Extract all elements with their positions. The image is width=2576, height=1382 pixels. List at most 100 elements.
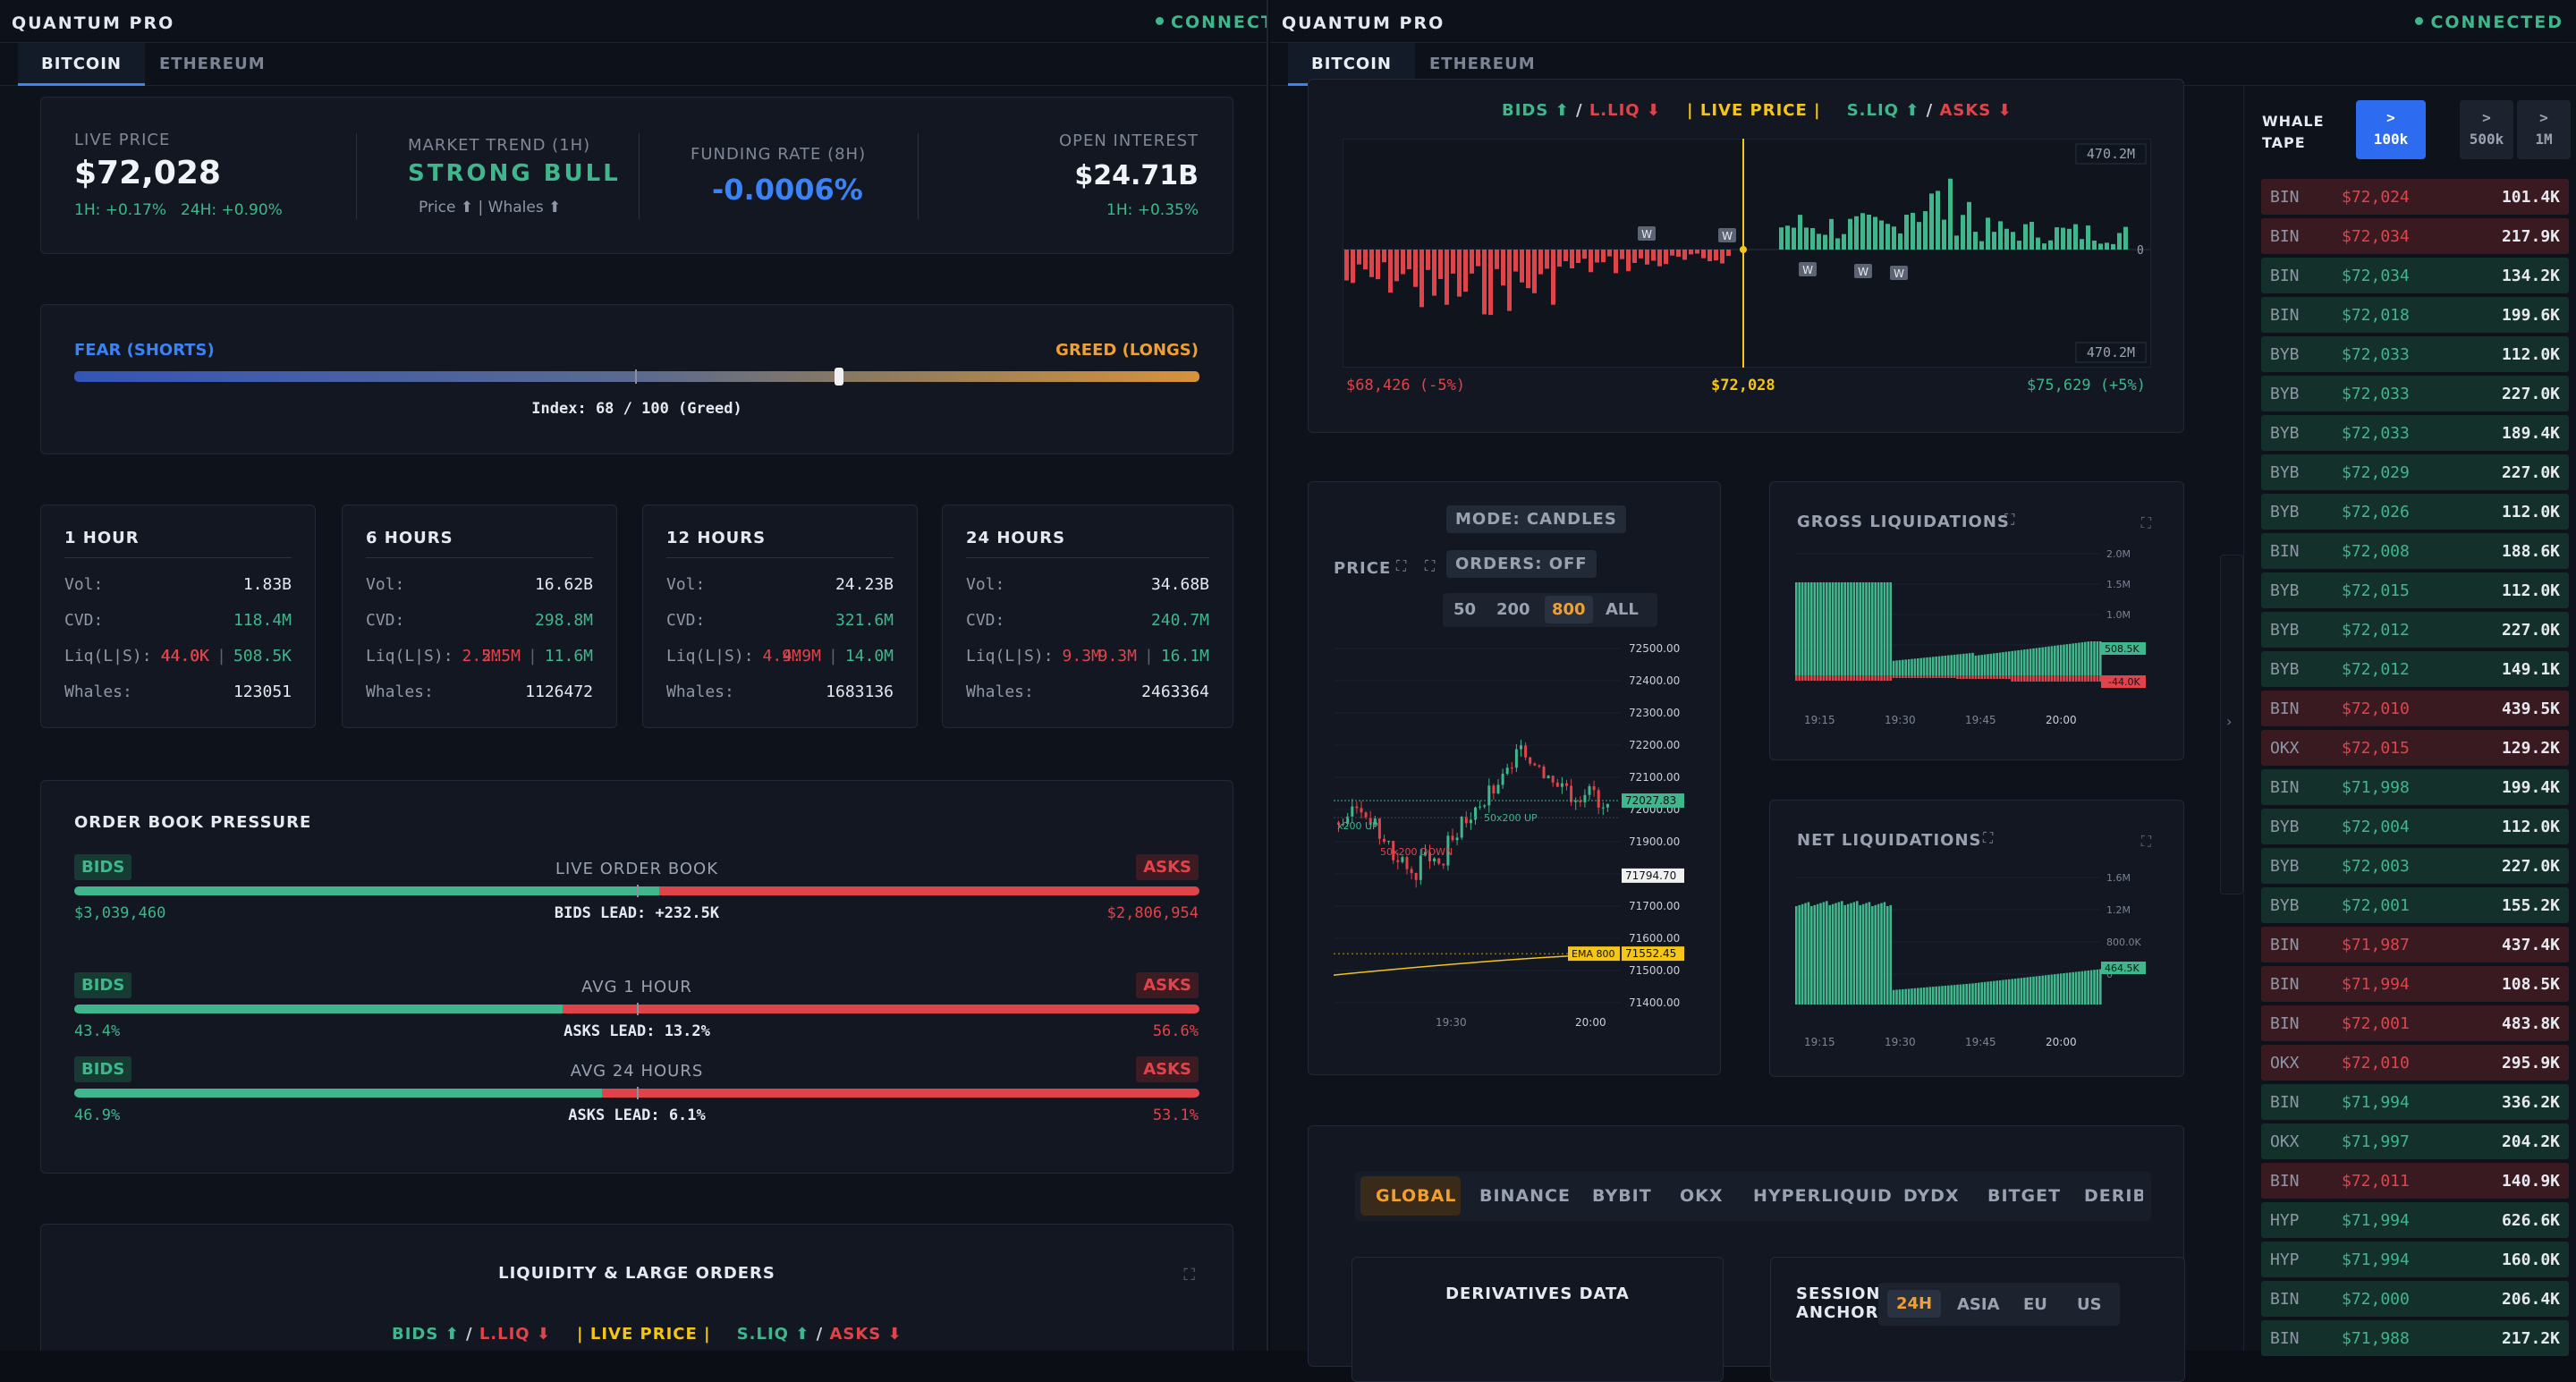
exchange-tab-hyperliquid[interactable]: HYPERLIQUID <box>1753 1186 1893 1206</box>
whale-trade-row[interactable]: BIN $72,008 188.6K <box>2261 533 2569 569</box>
exchange-tab-binance[interactable]: BINANCE <box>1479 1186 1571 1206</box>
whale-trade-row[interactable]: BIN $71,988 217.2K <box>2261 1320 2569 1356</box>
liq-bar-short <box>1829 218 1834 250</box>
whale-trade-row[interactable]: OKX $71,997 204.2K <box>2261 1123 2569 1159</box>
expand-icon[interactable]: ⛶ <box>1183 1266 1195 1284</box>
range-all[interactable]: ALL <box>1606 600 1639 619</box>
mode-button[interactable]: MODE: CANDLES <box>1446 505 1626 533</box>
gross-bar-pos <box>1886 582 1889 675</box>
whale-trade-row[interactable]: BYB $72,033 112.0K <box>2261 336 2569 372</box>
liq-bar-short <box>1929 193 1934 250</box>
price-title: PRICE <box>1334 559 1392 578</box>
whale-trade-row[interactable]: BYB $72,015 112.0K <box>2261 572 2569 608</box>
gross-bar-neg <box>1859 675 1861 681</box>
order-book-panel: ORDER BOOK PRESSURE BIDS ASKS LIVE ORDER B… <box>40 780 1233 1174</box>
range-50[interactable]: 50 <box>1453 600 1477 619</box>
exchange-tab-bybit[interactable]: BYBIT <box>1592 1186 1652 1206</box>
expand-icon[interactable]: ⛶ <box>2004 511 2015 528</box>
fullscreen-icon[interactable]: ⛶ <box>2140 514 2151 531</box>
candle <box>1346 816 1350 825</box>
collapse-icon[interactable]: ⛶ <box>1425 557 1436 574</box>
liq-bar-long <box>1601 250 1606 263</box>
exchange-tab-global[interactable]: GLOBAL <box>1376 1186 1457 1206</box>
live-price-dot <box>1740 246 1747 253</box>
liq-bar-long <box>1726 250 1731 257</box>
gross-bar-neg <box>1850 675 1852 681</box>
whale-trade-row[interactable]: OKX $72,015 129.2K <box>2261 730 2569 766</box>
whale-trade-row[interactable]: HYP $71,994 626.6K <box>2261 1202 2569 1238</box>
liq-bar-short <box>2092 241 2097 250</box>
whale-trade-row[interactable]: BYB $72,033 189.4K <box>2261 415 2569 451</box>
whale-trade-row[interactable]: BYB $72,001 155.2K <box>2261 887 2569 923</box>
gross-bar-pos <box>1837 582 1841 675</box>
exchange-tab-okx[interactable]: OKX <box>1680 1186 1724 1206</box>
net-bar <box>1919 988 1922 1005</box>
whale-trade-row[interactable]: BYB $72,033 227.0K <box>2261 376 2569 411</box>
whale-trade-row[interactable]: BIN $72,024 101.4K <box>2261 179 2569 215</box>
liq-bar-long <box>1526 250 1530 289</box>
range-200[interactable]: 200 <box>1496 600 1530 619</box>
gross-bar-neg <box>2063 675 2065 682</box>
whale-trade-row[interactable]: BIN $71,998 199.4K <box>2261 769 2569 805</box>
session-24h[interactable]: 24H <box>1887 1290 1942 1318</box>
session-eu[interactable]: EU <box>2023 1295 2047 1314</box>
expand-icon[interactable]: ⛶ <box>1396 557 1407 574</box>
whale-trade-row[interactable]: BIN $72,034 217.9K <box>2261 218 2569 254</box>
gross-bar-neg <box>2023 675 2026 682</box>
gross-bar-neg <box>1922 675 1926 678</box>
greed-label: GREED (LONGS) <box>1055 341 1199 360</box>
net-bar <box>1826 901 1828 1005</box>
net-bar <box>2093 970 2096 1005</box>
whale-trade-row[interactable]: BYB $72,012 227.0K <box>2261 612 2569 648</box>
expand-icon[interactable]: ⛶ <box>1983 829 1994 846</box>
gross-bar-neg <box>1841 675 1843 681</box>
tab-ethereum[interactable]: ETHEREUM <box>1429 55 1536 73</box>
gross-bar-neg <box>1892 675 1895 678</box>
whale-trade-row[interactable]: HYP $71,994 160.0K <box>2261 1242 2569 1277</box>
whale-trade-row[interactable]: BYB $72,004 112.0K <box>2261 809 2569 844</box>
gross-bar-neg <box>1998 675 2002 679</box>
orders-toggle[interactable]: ORDERS: OFF <box>1446 550 1597 578</box>
ema-label: EMA 800 <box>1572 948 1614 960</box>
range-800[interactable]: 800 <box>1545 596 1593 623</box>
whale-trade-row[interactable]: BYB $72,026 112.0K <box>2261 494 2569 530</box>
whale-trade-row[interactable]: BIN $72,034 134.2K <box>2261 258 2569 293</box>
whale-trade-row[interactable]: BIN $71,987 437.4K <box>2261 927 2569 962</box>
whale-trade-row[interactable]: BIN $72,001 483.8K <box>2261 1005 2569 1041</box>
funding-value: -0.0006% <box>712 173 863 207</box>
candle <box>1433 858 1436 861</box>
trend-label: MARKET TREND (1H) <box>408 136 591 155</box>
net-bar <box>2089 970 2093 1005</box>
filter-1m[interactable]: >1M <box>2517 100 2571 159</box>
whale-trade-row[interactable]: BIN $72,011 140.9K <box>2261 1163 2569 1199</box>
order-book-row-label: LIVE ORDER BOOK <box>555 860 719 878</box>
exchange-tab-dydx[interactable]: DYDX <box>1903 1186 1960 1206</box>
whale-trade-row[interactable]: BYB $72,003 227.0K <box>2261 848 2569 884</box>
whale-trade-row[interactable]: BYB $72,012 149.1K <box>2261 651 2569 687</box>
whale-trade-row[interactable]: BIN $71,994 108.5K <box>2261 966 2569 1002</box>
collapse-handle[interactable]: › <box>2220 555 2243 894</box>
liq-bar-long <box>1363 250 1368 270</box>
whale-trade-row[interactable]: BIN $72,010 439.5K <box>2261 691 2569 726</box>
filter-500k[interactable]: >500k <box>2460 100 2513 159</box>
session-asia[interactable]: ASIA <box>1957 1295 2000 1314</box>
whale-trade-row[interactable]: BIN $71,994 336.2K <box>2261 1084 2569 1120</box>
gross-bar-pos <box>2041 647 2044 675</box>
fullscreen-icon[interactable]: ⛶ <box>2140 833 2151 850</box>
gross-bar-neg <box>2017 675 2020 682</box>
liq-bar-short <box>2080 239 2084 250</box>
whale-trade-row[interactable]: BIN $72,018 199.6K <box>2261 297 2569 333</box>
whale-trade-row[interactable]: OKX $72,010 295.9K <box>2261 1045 2569 1081</box>
candle <box>1423 852 1427 856</box>
candle <box>1355 806 1359 809</box>
exchange-tab-deribi[interactable]: DERIBI <box>2084 1186 2143 1206</box>
candle <box>1501 773 1504 785</box>
tab-bitcoin[interactable]: BITCOIN <box>18 43 145 86</box>
whale-trade-row[interactable]: BIN $72,000 206.4K <box>2261 1281 2569 1317</box>
candle <box>1510 767 1513 769</box>
whale-trade-row[interactable]: BYB $72,029 227.0K <box>2261 454 2569 490</box>
exchange-tab-bitget[interactable]: BITGET <box>1987 1186 2062 1206</box>
session-us[interactable]: US <box>2077 1295 2102 1314</box>
filter-100k[interactable]: >100k <box>2356 100 2426 159</box>
tab-ethereum[interactable]: ETHEREUM <box>159 55 266 73</box>
